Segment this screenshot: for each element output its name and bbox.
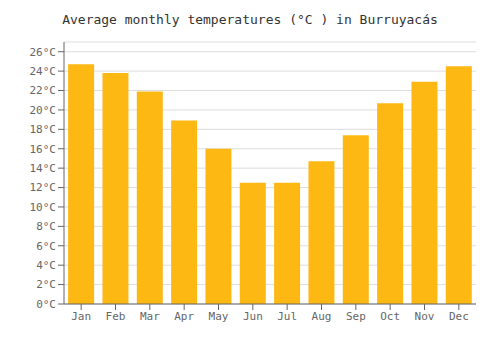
- svg-text:12°C: 12°C: [30, 181, 57, 194]
- html-text:Average monthly temperatures (: Average monthly temperatures (°C ) in Bu…: [62, 12, 438, 27]
- svg-text:0°C: 0°C: [36, 298, 56, 311]
- svg-text:6°C: 6°C: [36, 240, 56, 253]
- svg-text:Sep: Sep: [346, 310, 366, 323]
- svg-text:Dec: Dec: [449, 310, 469, 323]
- svg-text:Apr: Apr: [174, 310, 194, 323]
- svg-text:2°C: 2°C: [36, 278, 56, 291]
- svg-text:14°C: 14°C: [30, 162, 57, 175]
- svg-text:Jan: Jan: [71, 310, 91, 323]
- svg-text:Jul: Jul: [277, 310, 297, 323]
- svg-text:Feb: Feb: [106, 310, 126, 323]
- svg-text:24°C: 24°C: [30, 65, 57, 78]
- svg-text:22°C: 22°C: [30, 84, 57, 97]
- svg-text:4°C: 4°C: [36, 259, 56, 272]
- svg-text:10°C: 10°C: [30, 201, 57, 214]
- svg-text:8°C: 8°C: [36, 220, 56, 233]
- svg-text:Mar: Mar: [140, 310, 160, 323]
- svg-text:Nov: Nov: [415, 310, 435, 323]
- svg-text:May: May: [209, 310, 229, 323]
- svg-text:Oct: Oct: [380, 310, 400, 323]
- svg-text:16°C: 16°C: [30, 143, 57, 156]
- svg-text:26°C: 26°C: [30, 46, 57, 59]
- svg-text:Aug: Aug: [312, 310, 332, 323]
- svg-text:Jun: Jun: [243, 310, 263, 323]
- svg-text:18°C: 18°C: [30, 123, 57, 136]
- svg-text:20°C: 20°C: [30, 104, 57, 117]
